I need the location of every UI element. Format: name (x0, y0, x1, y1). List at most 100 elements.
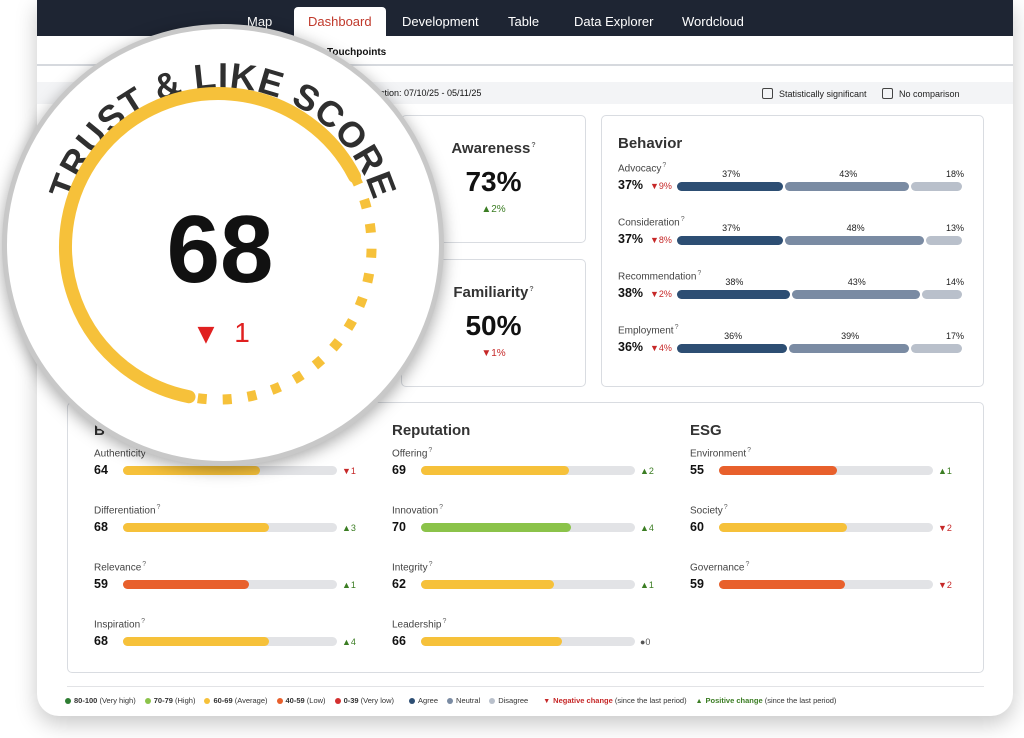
gauge-filled-arc (59, 87, 361, 404)
brand-metric-change: ▲3 (342, 523, 356, 533)
no-comparison-label: No comparison (899, 88, 960, 99)
brand-metric-value: 59 (94, 577, 108, 591)
triangle-down-icon: ▼ (198, 322, 215, 347)
brand-title: B (94, 422, 105, 439)
reputation-metric-bar (421, 466, 569, 475)
behavior-pct-disagree: 18% (945, 169, 964, 179)
legend-divider (67, 686, 984, 687)
tab-wordcloud[interactable]: Wordcloud (682, 14, 744, 29)
reputation-metric-label: Leadership? (392, 618, 447, 631)
esg-metric-label: Environment? (690, 447, 752, 460)
familiarity-value: 50% (465, 310, 522, 341)
behavior-pct-agree: 36% (724, 331, 743, 341)
behavior-value: 37% (618, 178, 644, 192)
brand-metric-track (123, 523, 337, 532)
behavior-label: Recommendation? (618, 270, 702, 283)
info-icon[interactable]: ? (428, 447, 433, 454)
reputation-metric-track (421, 523, 635, 532)
legend-very-high: 80-100 (Very high) (65, 696, 136, 705)
info-icon[interactable]: ? (439, 504, 444, 511)
behavior-bar-agree (677, 182, 784, 191)
info-icon[interactable]: ? (680, 216, 685, 223)
dot-icon (276, 698, 283, 705)
brand-metric-change: ▲1 (342, 580, 356, 590)
behavior-label: Advocacy? (618, 162, 667, 175)
reputation-metric-change: ▲1 (640, 580, 654, 590)
esg-metric-change: ▼2 (938, 580, 952, 590)
checkbox-icon[interactable] (882, 88, 893, 99)
info-icon[interactable]: ? (141, 618, 146, 625)
dot-icon (447, 698, 454, 705)
no-comparison-checkbox[interactable]: No comparison (882, 88, 960, 99)
info-icon[interactable]: ? (531, 142, 536, 149)
legend-positive: ▲ Positive change (since the last period) (695, 696, 837, 705)
info-icon[interactable]: ? (142, 561, 147, 568)
esg-metric-bar (719, 580, 846, 589)
behavior-bar-disagree (911, 182, 962, 191)
legend-neutral: Neutral (447, 696, 480, 705)
tab-development[interactable]: Development (402, 14, 479, 29)
awareness-value: 73% (465, 166, 522, 197)
subtab-touchpoints[interactable]: Touchpoints (327, 47, 387, 58)
reputation-metric-track (421, 637, 635, 646)
trust-score-gauge: TRUST & LIKE SCORE 68 ▼ 1 (41, 55, 404, 405)
behavior-pct-disagree: 17% (945, 331, 964, 341)
esg-metric-value: 59 (690, 577, 704, 591)
reputation-title: Reputation (392, 422, 471, 439)
esg-metric-bar (719, 466, 837, 475)
esg-metric-track (719, 580, 933, 589)
reputation-metric-bar (421, 523, 571, 532)
info-icon[interactable]: ? (529, 286, 534, 293)
awareness-title: Awareness? (451, 140, 536, 157)
brand-metric-track (123, 580, 337, 589)
behavior-value: 37% (618, 232, 644, 246)
info-icon[interactable]: ? (442, 618, 447, 625)
behavior-change: ▼2% (650, 289, 672, 299)
behavior-bar-disagree (910, 344, 962, 353)
legend-low: 40-59 (Low) (276, 696, 326, 705)
behavior-bar-agree (677, 236, 784, 245)
info-icon[interactable]: ? (747, 447, 752, 454)
legend-negative: ▼ Negative change (since the last period) (543, 696, 687, 705)
tab-data-explorer[interactable]: Data Explorer (574, 14, 654, 29)
info-icon[interactable]: ? (156, 504, 161, 511)
brand-metric-value: 68 (94, 634, 108, 648)
top-nav: Map Dashboard Development Table Data Exp… (37, 0, 1013, 36)
stat-sig-checkbox[interactable]: Statistically significant (762, 88, 867, 99)
info-icon[interactable]: ? (662, 162, 667, 169)
reputation-metric-value: 69 (392, 463, 406, 477)
brand-metric-label: Inspiration? (94, 618, 146, 631)
trust-score-value: 68 (167, 196, 274, 303)
reputation-metric-bar (421, 637, 563, 646)
reputation-metric-label: Integrity? (392, 561, 433, 574)
esg-metric-bar (719, 523, 848, 532)
info-icon[interactable]: ? (723, 504, 728, 511)
info-icon[interactable]: ? (428, 561, 433, 568)
behavior-change: ▼8% (650, 235, 672, 245)
legend: 80-100 (Very high) 70-79 (High) 60-69 (A… (65, 696, 836, 705)
tab-dashboard[interactable]: Dashboard (294, 7, 386, 36)
behavior-bar-neutral (791, 290, 920, 299)
esg-metric-change: ▼2 (938, 523, 952, 533)
behavior-bar-agree (677, 344, 788, 353)
behavior-card: Behavior Advocacy? 37% ▼9% 37% 43% 18% Conside… (601, 115, 984, 387)
collection-period: llection: 07/10/25 - 05/11/25 (371, 88, 482, 98)
info-icon[interactable]: ? (697, 270, 702, 277)
brand-metric-value: 68 (94, 520, 108, 534)
dot-icon (409, 698, 416, 705)
info-icon[interactable]: ? (745, 561, 750, 568)
dot-icon (204, 698, 211, 705)
familiarity-change: ▼1% (481, 348, 506, 359)
behavior-bar-neutral (785, 182, 910, 191)
dot-icon (334, 698, 341, 705)
esg-metric-value: 60 (690, 520, 704, 534)
stat-sig-label: Statistically significant (779, 88, 867, 99)
behavior-value: 38% (618, 286, 644, 300)
info-icon[interactable]: ? (674, 324, 679, 331)
behavior-change: ▼4% (650, 343, 672, 353)
awareness-change: ▲2% (481, 204, 506, 215)
tab-table[interactable]: Table (508, 14, 540, 29)
gauge-remaining-arc (188, 174, 377, 405)
behavior-bar-neutral (785, 236, 924, 245)
checkbox-icon[interactable] (762, 88, 773, 99)
